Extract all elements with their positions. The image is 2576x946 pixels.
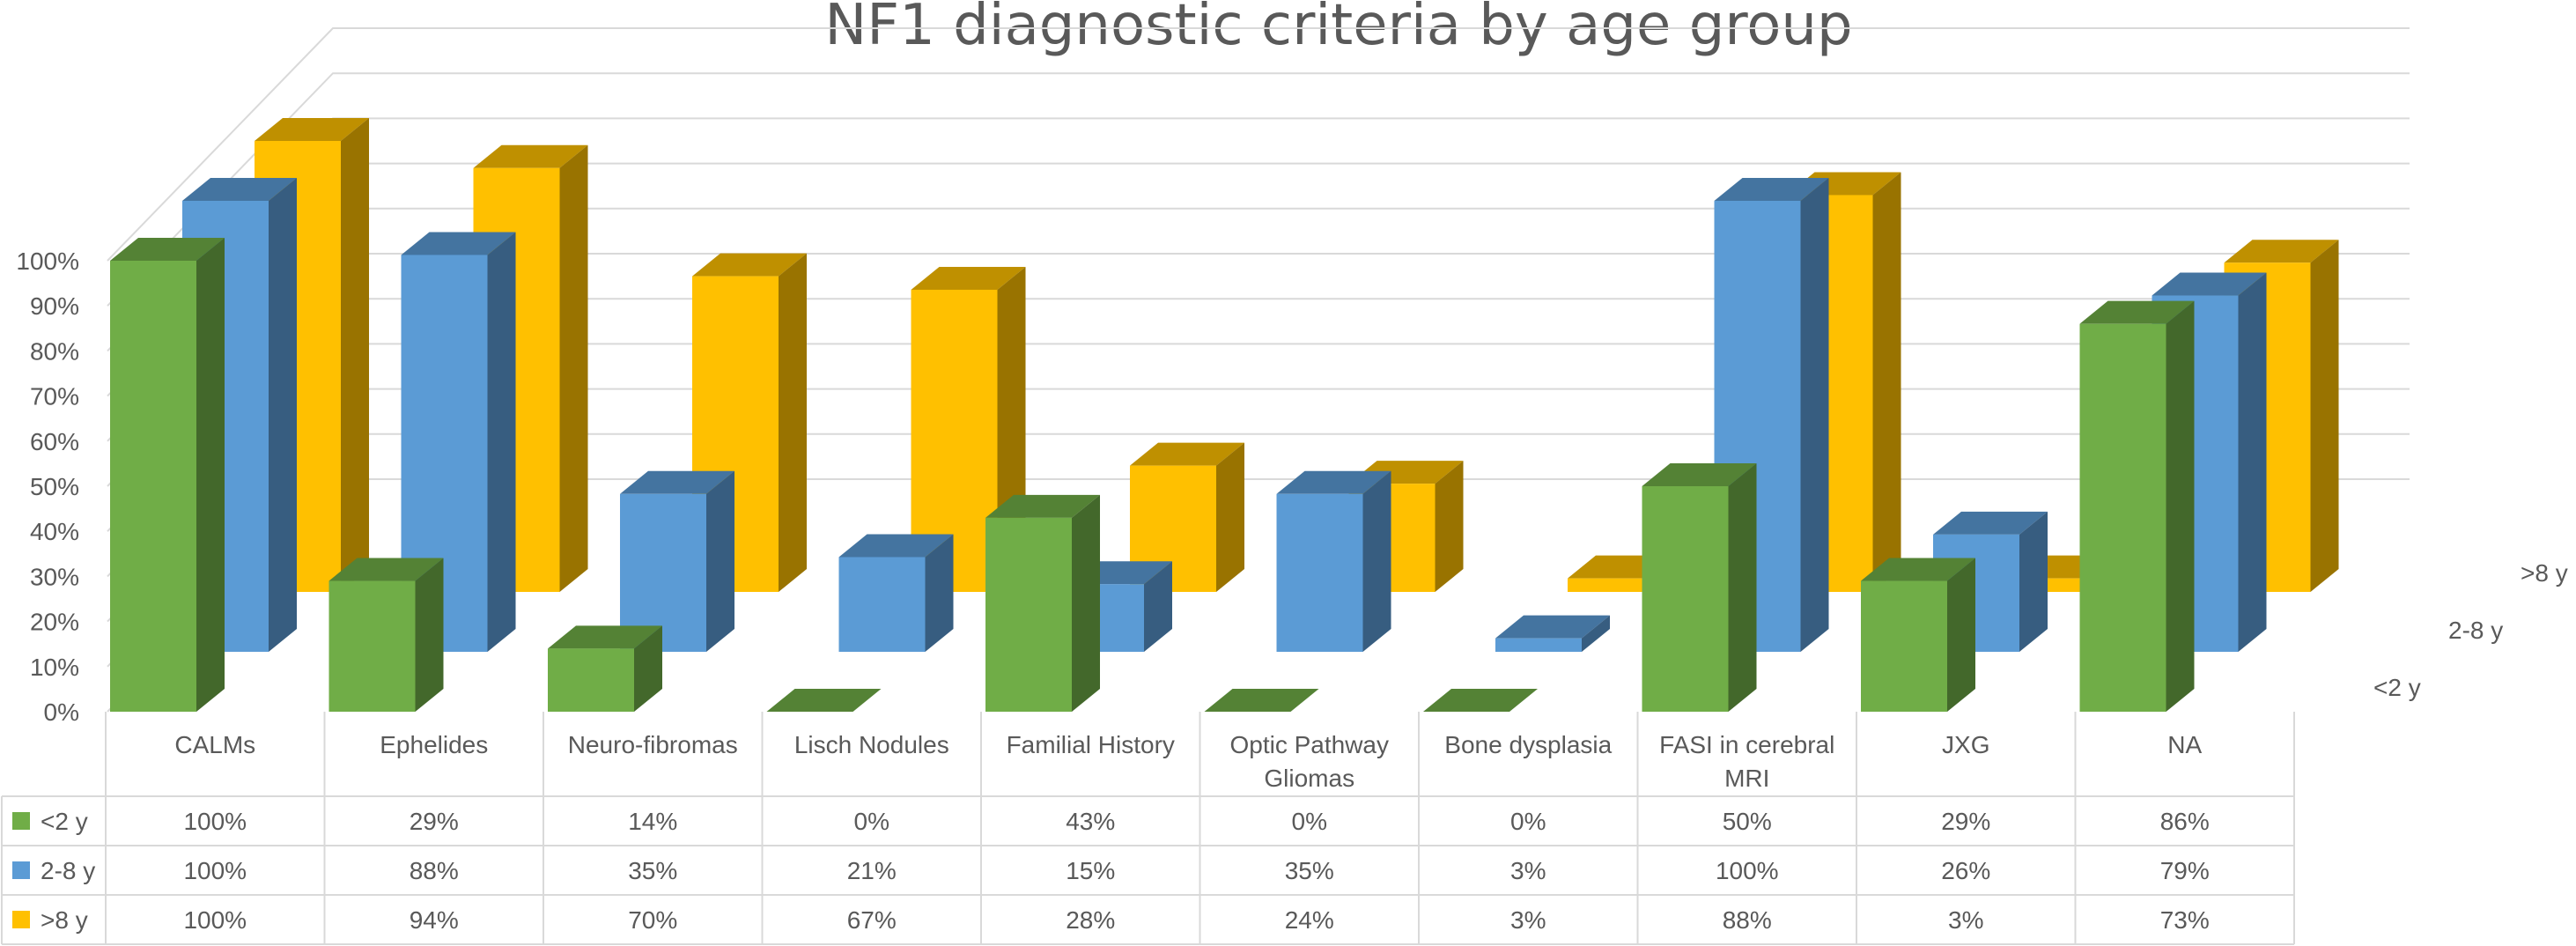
data-label: 24% — [1285, 906, 1334, 934]
data-label: 79% — [2160, 857, 2210, 884]
data-label: 0% — [1292, 808, 1327, 835]
y-tick-label: 60% — [30, 428, 79, 455]
data-label: 35% — [628, 857, 677, 884]
category-label: FASI in cerebral — [1659, 731, 1834, 758]
depth-label-2-y: <2 y — [2373, 674, 2421, 701]
legend-swatch-8-y — [12, 911, 30, 928]
legend-label-2-8-y: 2-8 y — [41, 857, 95, 884]
data-label: 100% — [183, 808, 247, 835]
bars — [110, 118, 2339, 712]
y-axis-ticks: 0% 10% 20% 30% 40% 50% 60% 70% 80% 90% 100% — [16, 248, 79, 726]
legend-swatch-2-y — [12, 812, 30, 830]
data-label: 100% — [183, 906, 247, 934]
category-label: Lisch Nodules — [794, 731, 949, 758]
category-label: CALMs — [174, 731, 255, 758]
data-label: 67% — [847, 906, 897, 934]
data-label: 100% — [1716, 857, 1779, 884]
data-label: 26% — [1941, 857, 1990, 884]
bar-2-8-y-lisch-nodules — [838, 534, 954, 652]
data-label: 3% — [1510, 857, 1546, 884]
bar-2-y-familial-history — [985, 494, 1100, 712]
data-label: 29% — [410, 808, 459, 835]
y-tick-label: 0% — [44, 698, 79, 726]
depth-axis-labels: <2 y 2-8 y >8 y — [2373, 559, 2568, 701]
data-label: 73% — [2160, 906, 2210, 934]
category-label: Neuro-fibromas — [568, 731, 738, 758]
bar-2-y-calms — [110, 238, 225, 712]
data-label: 88% — [1723, 906, 1772, 934]
data-label: 29% — [1941, 808, 1990, 835]
category-label: JXG — [1942, 731, 1989, 758]
bar-2-y-na — [2079, 300, 2195, 712]
data-label: 70% — [628, 906, 677, 934]
bar-2-y-bone-dysplasia — [1423, 689, 1538, 712]
data-label: 94% — [410, 906, 459, 934]
bar-2-8-y-optic-pathway-gliomas — [1276, 470, 1391, 652]
category-label: Gliomas — [1264, 765, 1354, 792]
y-tick-label: 50% — [30, 473, 79, 500]
category-label: Bone dysplasia — [1444, 731, 1612, 758]
legend-label-2-y: <2 y — [41, 808, 88, 835]
y-tick-label: 80% — [30, 337, 79, 365]
category-label: MRI — [1724, 765, 1769, 792]
y-tick-label: 20% — [30, 609, 79, 636]
data-label: 28% — [1066, 906, 1115, 934]
bar-2-y-neuro-fibromas — [548, 625, 662, 712]
bar-2-y-ephelides — [328, 558, 444, 712]
bar-2-y-lisch-nodules — [766, 689, 882, 712]
category-label: Familial History — [1007, 731, 1175, 758]
data-label: 86% — [2160, 808, 2210, 835]
category-label: Ephelides — [380, 731, 488, 758]
legend-swatch-2-8-y — [12, 861, 30, 879]
data-label: 15% — [1066, 857, 1115, 884]
data-label: 0% — [1510, 808, 1546, 835]
gridline-100 — [107, 27, 2410, 262]
data-label: 0% — [854, 808, 889, 835]
bar-2-y-jxg — [1861, 558, 1975, 712]
y-tick-label: 70% — [30, 383, 79, 410]
data-label: 21% — [847, 857, 897, 884]
bar-2-y-fasi-in-cerebral-mri — [1642, 463, 1757, 712]
y-tick-label: 40% — [30, 518, 79, 545]
y-tick-label: 10% — [30, 654, 79, 681]
depth-label-8-y: >8 y — [2521, 559, 2568, 587]
data-label: 100% — [183, 857, 247, 884]
data-table: CALMs Ephelides Neuro-fibromas Lisch Nodule… — [1, 712, 2295, 945]
bar-2-y-optic-pathway-gliomas — [1204, 689, 1319, 712]
depth-label-2-8-y: 2-8 y — [2448, 617, 2503, 644]
category-label: NA — [2167, 731, 2202, 758]
data-label: 35% — [1285, 857, 1334, 884]
data-label: 88% — [410, 857, 459, 884]
data-label: 43% — [1066, 808, 1115, 835]
y-tick-label: 30% — [30, 563, 79, 590]
legend-label-8-y: >8 y — [41, 906, 88, 934]
data-label: 14% — [628, 808, 677, 835]
bar-2-8-y-bone-dysplasia — [1495, 615, 1610, 652]
data-label: 3% — [1510, 906, 1546, 934]
y-tick-label: 90% — [30, 292, 79, 320]
data-label: 3% — [1948, 906, 1983, 934]
category-label: Optic Pathway — [1229, 731, 1389, 758]
data-label: 50% — [1723, 808, 1772, 835]
y-tick-label: 100% — [16, 248, 79, 275]
bar-2-8-y-neuro-fibromas — [620, 470, 734, 652]
